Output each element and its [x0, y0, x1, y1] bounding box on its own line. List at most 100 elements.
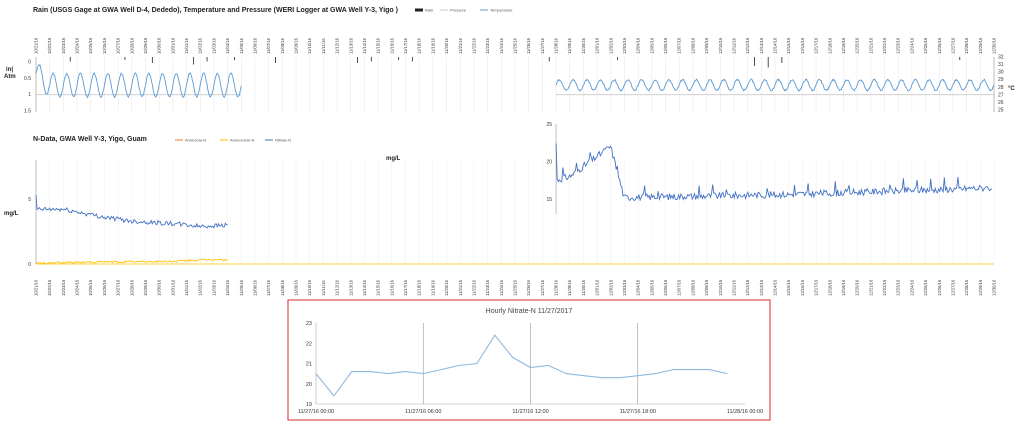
- y-tick-right: 30: [998, 70, 1004, 76]
- x-tick-label: 10/23/16: [61, 279, 66, 296]
- x-tick-label: 11/20/16: [444, 37, 449, 54]
- x-tick-label: 12/20/16: [855, 37, 860, 54]
- hourly-nitrate-chart: Hourly Nitrate-N 11/27/2017 19 20 21 22 23 1…: [287, 299, 771, 421]
- x-tick-label: 11/16/16: [389, 279, 394, 296]
- x-tick-label: 12/27/16: [950, 279, 955, 296]
- hourly-chart-title: Hourly Nitrate-N 11/27/2017: [486, 308, 573, 315]
- x-tick-label: 11/19/16: [430, 279, 435, 296]
- x-tick-label: 10/26/16: [102, 37, 107, 54]
- x-tick-label: 12/05/16: [649, 37, 654, 54]
- x-tick-label: 10/21/16: [34, 279, 39, 296]
- temperature-line: [35, 64, 242, 99]
- x-tick-label: 11/13/16: [348, 279, 353, 296]
- x-tick-label: 12/29/16: [978, 279, 983, 296]
- x-tick-label: 12/08/16: [690, 37, 695, 54]
- y-tick: 22: [306, 341, 312, 347]
- x-tick-label: 11/21/16: [458, 279, 463, 296]
- y-tick-right: 26: [998, 100, 1004, 106]
- x-tick-label: 12/04/16: [636, 37, 641, 54]
- legend-label-nitrate-n: Nitrate-N: [275, 138, 291, 143]
- x-tick-label: 12/17/16: [814, 37, 819, 54]
- x-tick-label: 12/23/16: [896, 37, 901, 54]
- x-tick-label: 11/16/16: [389, 37, 394, 54]
- x-tick-label: 11/27/16: [540, 279, 545, 296]
- x-tick-label: 11/26/16: [526, 37, 531, 54]
- hourly-chart-frame: [287, 299, 771, 421]
- x-tick-label: 10/22/16: [47, 37, 52, 54]
- x-tick-label: 10/24/16: [75, 279, 80, 296]
- x-tick-label: 12/22/16: [882, 37, 887, 54]
- y-tick-right: 29: [998, 77, 1004, 83]
- x-tick-label: 11/28/16 00:00: [727, 409, 763, 415]
- x-tick-label: 12/30/16: [992, 37, 997, 54]
- x-tick-label: 12/08/16: [690, 279, 695, 296]
- x-tick-label: 12/01/16: [595, 37, 600, 54]
- x-tick-label: 12/18/16: [827, 279, 832, 296]
- x-tick-label: 11/27/16 12:00: [512, 409, 548, 415]
- temperature-line: [555, 78, 995, 92]
- n-data-chart-legend: Ammonia-N Ammonium-N Nitrate-N: [175, 138, 291, 143]
- x-tick-label: 12/10/16: [718, 37, 723, 54]
- x-tick-label: 11/01/16: [184, 37, 189, 54]
- x-tick-label: 12/23/16: [896, 279, 901, 296]
- y-tick-right: 32: [998, 55, 1004, 61]
- x-tick-label: 12/07/16: [677, 37, 682, 54]
- x-tick-label: 12/14/16: [773, 279, 778, 296]
- x-tick-label: 11/21/16: [458, 37, 463, 54]
- x-tick-label: 10/22/16: [47, 279, 52, 296]
- x-tick-label: 12/06/16: [663, 279, 668, 296]
- x-tick-label: 12/17/16: [814, 279, 819, 296]
- y-tick: 20: [306, 382, 312, 388]
- x-tick-label: 11/15/16: [376, 279, 381, 296]
- x-tick-label: 12/25/16: [923, 279, 928, 296]
- x-tick-label: 12/11/16: [731, 37, 736, 54]
- n-data-y-axis-label: mg/L: [4, 211, 19, 217]
- x-tick-label: 12/21/16: [868, 37, 873, 54]
- x-tick-label: 10/21/16: [34, 37, 39, 54]
- x-tick-label: 12/03/16: [622, 37, 627, 54]
- x-tick-label: 11/08/16: [280, 37, 285, 54]
- x-tick-label: 11/02/16: [198, 37, 203, 54]
- x-tick-label: 10/26/16: [102, 279, 107, 296]
- x-tick-label: 11/29/16: [567, 279, 572, 296]
- x-tick-label: 11/27/16 18:00: [620, 409, 656, 415]
- x-tick-label: 11/18/16: [417, 37, 422, 54]
- x-tick-label: 11/06/16: [252, 37, 257, 54]
- x-tick-label: 10/24/16: [75, 37, 80, 54]
- weather-right-axis-label: °C: [1008, 86, 1015, 92]
- x-tick-label: 11/15/16: [376, 37, 381, 54]
- weather-chart-legend: Rain Pressure Temperature: [415, 8, 513, 13]
- y-tick-right: 31: [998, 62, 1004, 68]
- y-tick: 21: [306, 362, 312, 368]
- x-tick-label: 12/07/16: [677, 279, 682, 296]
- x-tick-label: 11/22/16: [471, 279, 476, 296]
- x-tick-label: 11/22/16: [471, 37, 476, 54]
- x-tick-label: 11/04/16: [225, 279, 230, 296]
- x-tick-label: 11/27/16 06:00: [405, 409, 441, 415]
- series-nitrate-inset: [555, 143, 993, 202]
- x-tick-label: 12/19/16: [841, 279, 846, 296]
- y-tick: 23: [306, 321, 312, 327]
- y-tick-left: 1.5: [24, 109, 31, 115]
- legend-label-pressure: Pressure: [450, 8, 467, 13]
- x-tick-label: 12/06/16: [663, 37, 668, 54]
- x-tick-label: 12/03/16: [622, 279, 627, 296]
- x-tick-label: 11/02/16: [198, 279, 203, 296]
- x-tick-label: 12/30/16: [992, 279, 997, 296]
- y-tick-left: 0.5: [24, 76, 31, 82]
- x-tick-label: 11/26/16: [526, 279, 531, 296]
- x-tick-label: 12/02/16: [608, 279, 613, 296]
- x-tick-label: 11/13/16: [348, 37, 353, 54]
- x-tick-label: 12/05/16: [649, 279, 654, 296]
- x-tick-label: 11/14/16: [362, 37, 367, 54]
- weather-left-axis-label-line1: in|: [6, 67, 13, 73]
- legend-label-temperature: Temperature: [490, 8, 513, 13]
- x-tick-label: 12/28/16: [964, 37, 969, 54]
- x-tick-label: 11/25/16: [513, 37, 518, 54]
- x-tick-label: 10/25/16: [88, 279, 93, 296]
- x-tick-label: 12/09/16: [704, 37, 709, 54]
- x-tick-label: 12/26/16: [937, 37, 942, 54]
- y-tick-left: 0: [28, 60, 31, 66]
- legend-label-ammonium-n: Ammonium-N: [230, 138, 255, 143]
- y-tick-left: 1: [28, 92, 31, 98]
